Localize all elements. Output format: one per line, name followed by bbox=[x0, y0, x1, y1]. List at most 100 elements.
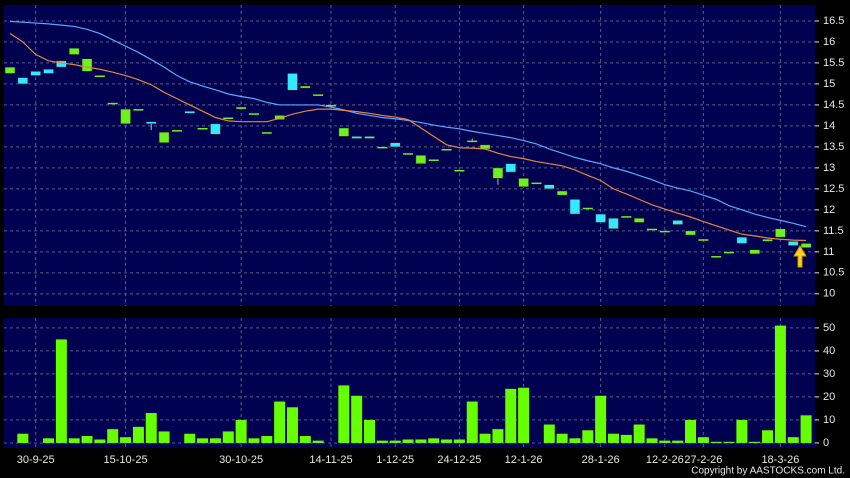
candle-body bbox=[274, 115, 285, 120]
candle-body bbox=[582, 207, 593, 210]
y-tick-label: 11 bbox=[823, 246, 834, 258]
y-tick-label: 0 bbox=[823, 437, 829, 449]
volume-bar bbox=[222, 431, 234, 443]
volume-bar bbox=[94, 439, 106, 443]
candle-body bbox=[724, 251, 735, 254]
volume-bar bbox=[107, 429, 119, 443]
volume-bar bbox=[569, 438, 581, 443]
candle-body bbox=[775, 228, 786, 238]
candle-body bbox=[403, 153, 414, 155]
volume-bar bbox=[800, 415, 812, 443]
volume-bar bbox=[351, 395, 363, 443]
candle-body bbox=[492, 167, 504, 179]
candle-body bbox=[736, 236, 748, 244]
volume-bar bbox=[505, 388, 517, 443]
x-tick-label: 18-3-26 bbox=[761, 454, 799, 466]
volume-bar bbox=[209, 438, 221, 443]
volume-bar bbox=[595, 395, 607, 443]
x-tick-label: 12-1-26 bbox=[505, 454, 543, 466]
volume-panel bbox=[4, 318, 815, 448]
moving-average-line bbox=[9, 33, 807, 242]
candle-body bbox=[633, 218, 645, 223]
volume-bar bbox=[17, 433, 29, 443]
candle-body bbox=[94, 75, 105, 78]
x-tick-label: 27-2-26 bbox=[684, 454, 722, 466]
candle-body bbox=[235, 106, 247, 110]
candle-body bbox=[210, 123, 221, 135]
candle-body bbox=[326, 104, 336, 107]
y-tick-label: 50 bbox=[823, 322, 835, 334]
volume-bar bbox=[248, 438, 260, 443]
candle-body bbox=[300, 85, 311, 89]
x-tick-label: 24-12-25 bbox=[437, 454, 481, 466]
x-tick-label: 30-9-25 bbox=[17, 454, 55, 466]
candle-body bbox=[17, 77, 29, 85]
volume-bar bbox=[415, 439, 427, 443]
volume-bar bbox=[479, 433, 491, 443]
y-tick-label: 14 bbox=[823, 120, 835, 132]
candle-body bbox=[184, 110, 196, 114]
volume-bar bbox=[120, 437, 132, 443]
candle-body bbox=[467, 140, 478, 143]
candle-body bbox=[389, 142, 401, 148]
candle-body bbox=[313, 94, 324, 96]
candle-body bbox=[287, 73, 298, 91]
candle-body bbox=[569, 199, 581, 215]
volume-bar bbox=[402, 439, 414, 443]
volume-bar bbox=[749, 441, 761, 443]
x-tick-label: 12-2-26 bbox=[646, 454, 684, 466]
candle-body bbox=[248, 113, 259, 115]
candle-body bbox=[711, 256, 722, 258]
candle-body bbox=[531, 182, 542, 185]
candle-body bbox=[171, 130, 182, 132]
volume-bar bbox=[518, 387, 530, 443]
candle-body bbox=[647, 228, 657, 231]
volume-bar bbox=[607, 433, 619, 443]
candle-body bbox=[261, 132, 272, 134]
volume-bar bbox=[261, 436, 273, 443]
volume-bar bbox=[723, 441, 735, 443]
volume-bar bbox=[697, 437, 709, 443]
volume-bar bbox=[556, 433, 568, 443]
candle-body bbox=[120, 108, 131, 125]
candle-body bbox=[659, 230, 670, 233]
candle-body bbox=[698, 239, 709, 241]
volume-bar bbox=[286, 407, 298, 443]
x-tick-label: 14-11-25 bbox=[309, 454, 352, 466]
moving-average-line bbox=[9, 20, 807, 228]
volume-bar bbox=[299, 436, 311, 443]
y-tick-label: 11.5 bbox=[823, 225, 844, 237]
volume-bar bbox=[338, 385, 350, 443]
volume-bar bbox=[466, 401, 478, 443]
volume-bar bbox=[441, 439, 453, 443]
candle-body bbox=[107, 102, 118, 105]
volume-bar bbox=[646, 438, 658, 443]
y-tick-label: 15 bbox=[823, 78, 835, 90]
candle-body bbox=[43, 68, 54, 74]
volume-bar bbox=[543, 424, 555, 443]
volume-bar bbox=[235, 419, 247, 443]
candle-body bbox=[749, 249, 760, 255]
x-tick-label: 15-10-25 bbox=[104, 454, 148, 466]
volume-bar bbox=[132, 426, 144, 443]
volume-bar bbox=[364, 419, 376, 443]
arrow-marker bbox=[793, 245, 807, 268]
candle-body bbox=[30, 71, 41, 76]
candle-body bbox=[762, 239, 773, 242]
candle-body bbox=[608, 218, 619, 230]
x-tick-label: 28-1-26 bbox=[582, 454, 620, 466]
volume-bar bbox=[81, 436, 93, 443]
volume-bar bbox=[274, 401, 286, 443]
volume-bar bbox=[633, 424, 645, 443]
volume-bar bbox=[710, 441, 722, 443]
volume-bar bbox=[787, 437, 799, 443]
x-tick-label: 30-10-25 bbox=[219, 454, 263, 466]
candle-body bbox=[518, 178, 529, 188]
volume-bar bbox=[774, 325, 786, 443]
y-tick-label: 14.5 bbox=[823, 99, 844, 111]
volume-bar bbox=[659, 440, 671, 443]
y-tick-label: 16 bbox=[823, 36, 835, 48]
candle-body bbox=[377, 146, 388, 149]
candle-body bbox=[81, 58, 93, 72]
